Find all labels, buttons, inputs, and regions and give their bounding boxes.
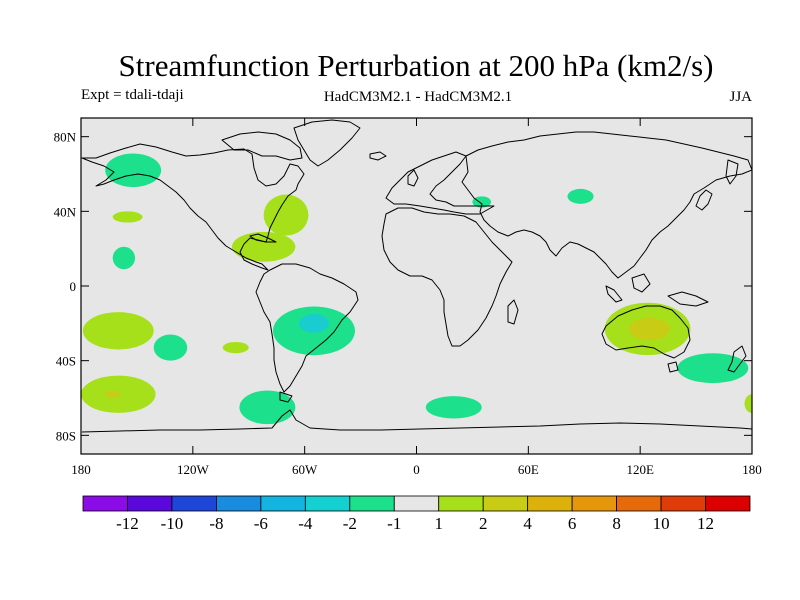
coastline-eurasia [461,131,752,279]
anomaly-north-atlantic-positive [263,194,309,236]
colorbar-label: -6 [254,514,268,533]
coastline-iceland [369,151,387,161]
coastline-canada-islands [221,131,303,161]
anomaly-southern-ocean-negative [425,396,482,419]
colorbar-box [260,495,306,512]
lat-tick-label: 80N [54,130,77,145]
colorbar-label: 1 [434,514,443,533]
colorbar-label: -1 [387,514,401,533]
coastline-japan [695,189,713,211]
map-background [81,118,752,454]
anomaly-south-pacific-core [105,390,121,398]
colorbar-label: -8 [209,514,223,533]
anomaly-caribbean-positive [231,231,296,262]
colorbar-label: 10 [653,514,670,533]
lon-tick-label: 0 [413,462,420,477]
coastline-europe [385,151,495,215]
coastline-tierra-del-fuego [279,391,293,403]
coastlines [81,119,752,433]
colorbar-box [171,495,217,512]
lon-tick-label: 120E [626,462,654,477]
lon-tick-label: 120W [177,462,210,477]
colorbar-box [705,495,751,512]
anomaly-pacific-positive-30n [112,211,143,223]
coastline-tasmania [667,361,679,373]
colorbar-label: -10 [161,514,184,533]
colorbar-box [349,495,395,512]
anomaly-tasman-negative [677,353,749,384]
anomaly-central-asia-negative [567,188,594,204]
colorbar-box [527,495,573,512]
coastline-sumatra [605,285,623,303]
colorbar-label: 2 [479,514,488,533]
coastline-south-america [255,263,359,393]
colorbar-box [571,495,618,512]
colorbar-label: 4 [523,514,532,533]
coastline-australia [601,305,691,359]
lat-tick-label: 40N [54,204,77,219]
coastline-antarctica [81,409,752,433]
colorbar-label: -2 [343,514,357,533]
lat-tick-label: 40S [56,354,76,369]
colorbar-box [127,495,173,512]
colorbar-box [393,495,440,512]
colorbar-box [482,495,529,512]
colorbar-label: 6 [568,514,577,533]
anomaly-pacific-positive-southeast [82,312,154,350]
anomaly-pacific-negative-15n [112,246,136,270]
figure-title: Streamfunction Perturbation at 200 hPa (… [119,48,714,83]
experiment-label: Expt = tdali-tdaji [81,87,184,103]
season-label: JJA [729,89,752,105]
coastline-africa [381,207,513,347]
anomaly-layer [81,153,752,425]
coastline-uk [407,169,419,187]
anomaly-australia-core [628,317,670,341]
anomaly-pacific-negative-south [153,334,188,361]
lon-tick-label: 60W [292,462,318,477]
coastline-new-zealand [727,345,747,373]
coastline-new-guinea [667,291,709,307]
coastline-madagascar [507,299,519,325]
anomaly-dateline-positive [744,394,752,413]
lat-tick-label: 0 [70,279,77,294]
colorbar-label: 12 [697,514,714,533]
colorbar-box [304,495,351,512]
colorbar: -12 -10 -8 -6 -4 -2 -1 1 2 4 6 8 10 12 [82,495,751,533]
coastline-greenland [293,119,361,167]
colorbar-label: -4 [298,514,313,533]
lon-tick-label: 180 [742,462,762,477]
axis-ticks: 80N 40N 0 40S 80S 180 120W 60W 0 60E 120E 180 [54,118,762,477]
anomaly-south-atlantic-core [299,314,329,333]
coastline-kamchatka [725,159,739,185]
coastline-cuba [249,233,277,243]
lon-tick-label: 180 [71,462,91,477]
lon-tick-label: 60E [518,462,539,477]
anomaly-drake-negative [239,390,296,425]
anomaly-north-pacific-negative [105,153,162,188]
colorbar-box [616,495,662,512]
colorbar-box [660,495,706,512]
colorbar-box [215,495,262,512]
model-label: HadCM3M2.1 - HadCM3M2.1 [324,89,512,105]
colorbar-box [438,495,484,512]
lat-tick-label: 80S [56,428,76,443]
anomaly-chile-positive [222,342,249,354]
anomaly-mediterranean-negative [472,196,492,208]
colorbar-label: 8 [612,514,621,533]
coastline-borneo [631,273,651,293]
colorbar-label: -12 [116,514,139,533]
colorbar-box [82,495,128,512]
